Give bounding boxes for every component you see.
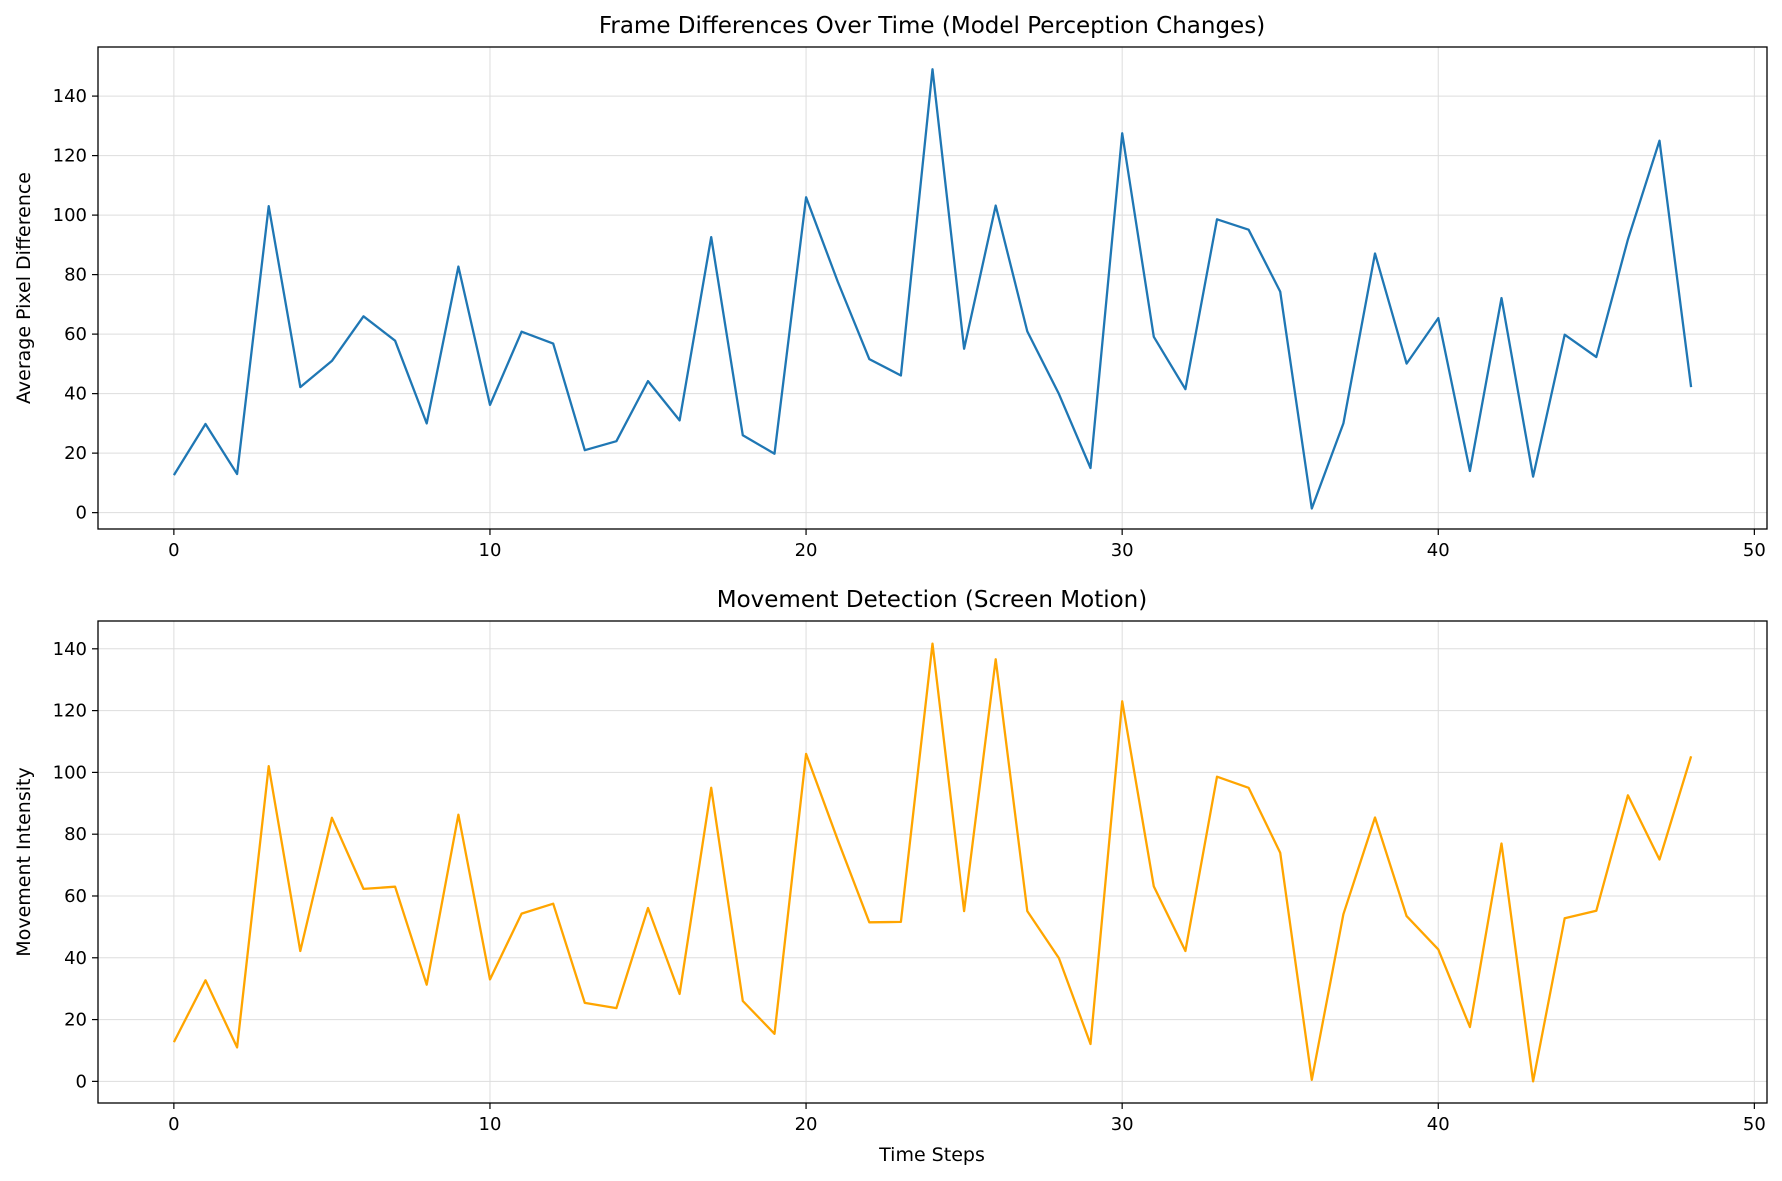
x-axis-ticks: 0 10 20 30 40 50: [168, 529, 1766, 561]
y-axis-ticks: 0 20 40 60 80 100 120 140: [53, 639, 98, 1092]
plot-frame: [97, 620, 1768, 1104]
y-tick-label: 0: [76, 1071, 87, 1092]
x-tick-label: 50: [1743, 540, 1766, 561]
chart-title: Movement Detection (Screen Motion): [717, 587, 1148, 613]
y-tick-label: 120: [53, 146, 87, 167]
series-line: [172, 68, 1693, 510]
y-axis-label: Average Pixel Difference: [13, 172, 35, 404]
y-tick-label: 20: [64, 443, 87, 464]
x-tick-label: 30: [1111, 540, 1134, 561]
x-axis-ticks: 0 10 20 30 40 50: [168, 1103, 1766, 1135]
x-tick-label: 40: [1427, 540, 1450, 561]
series-line-group: [172, 642, 1693, 1083]
x-tick-label: 20: [795, 1114, 818, 1135]
x-tick-label: 20: [795, 540, 818, 561]
y-tick-label: 20: [64, 1010, 87, 1031]
movement-detection-chart: Movement Detection (Screen Motion) Movem…: [13, 587, 1768, 1166]
y-tick-label: 80: [64, 824, 87, 845]
y-axis-ticks: 0 20 40 60 80 100 120 140: [53, 86, 98, 524]
x-tick-label: 30: [1111, 1114, 1134, 1135]
x-axis-label: Time Steps: [878, 1144, 985, 1166]
series-line: [172, 642, 1693, 1083]
frame-differences-chart: Frame Differences Over Time (Model Perce…: [13, 13, 1768, 561]
x-tick-label: 40: [1427, 1114, 1450, 1135]
y-axis-label: Movement Intensity: [13, 767, 35, 956]
y-tick-label: 40: [64, 948, 87, 969]
x-tick-label: 10: [479, 1114, 502, 1135]
gridlines: [98, 47, 1767, 529]
y-tick-label: 140: [53, 639, 87, 660]
y-tick-label: 0: [76, 503, 87, 524]
series-line-group: [172, 68, 1693, 510]
y-tick-label: 120: [53, 701, 87, 722]
y-tick-label: 100: [53, 205, 87, 226]
plot-frame: [97, 46, 1768, 530]
y-tick-label: 60: [64, 324, 87, 345]
y-tick-label: 40: [64, 384, 87, 405]
x-tick-label: 0: [168, 540, 179, 561]
x-tick-label: 0: [168, 1114, 179, 1135]
y-tick-label: 100: [53, 762, 87, 783]
x-tick-label: 50: [1743, 1114, 1766, 1135]
x-tick-label: 10: [479, 540, 502, 561]
y-tick-label: 60: [64, 886, 87, 907]
y-tick-label: 140: [53, 86, 87, 107]
chart-title: Frame Differences Over Time (Model Perce…: [599, 13, 1265, 39]
y-tick-label: 80: [64, 265, 87, 286]
